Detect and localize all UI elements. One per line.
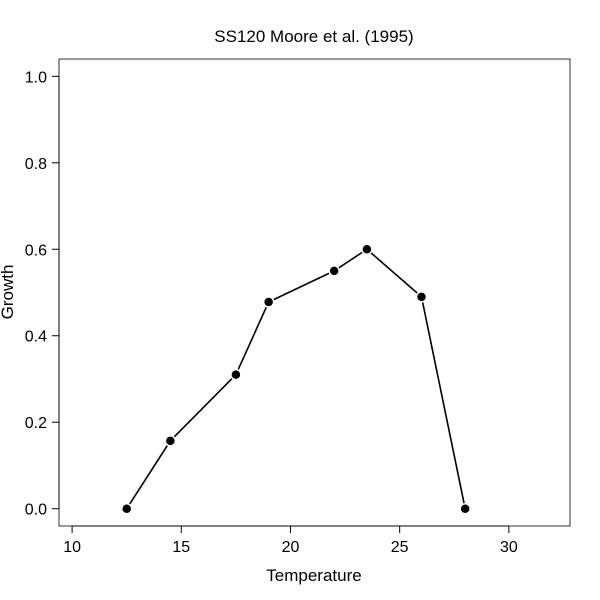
y-tick-label: 0.6 bbox=[25, 242, 47, 259]
data-point bbox=[328, 265, 340, 277]
y-axis-label: Growth bbox=[0, 265, 17, 320]
data-point bbox=[361, 243, 373, 256]
data-point bbox=[230, 368, 242, 381]
plot-area bbox=[58, 58, 571, 527]
y-tick-label: 0.4 bbox=[25, 329, 47, 346]
data-point bbox=[164, 435, 177, 447]
x-tick-label: 20 bbox=[282, 539, 300, 556]
x-tick-label: 30 bbox=[500, 539, 518, 556]
series-line bbox=[126, 248, 466, 510]
data-point bbox=[262, 296, 275, 308]
data-point bbox=[459, 502, 471, 515]
y-tick-label: 0.0 bbox=[25, 502, 47, 519]
y-tick-label: 0.2 bbox=[25, 415, 47, 432]
y-tick-label: 0.8 bbox=[25, 156, 47, 173]
chart-title: SS120 Moore et al. (1995) bbox=[214, 27, 413, 46]
y-tick-label: 1.0 bbox=[25, 69, 47, 86]
series-layer bbox=[120, 243, 471, 515]
data-point bbox=[120, 502, 133, 515]
x-axis: 10 15 20 25 30 bbox=[63, 525, 518, 556]
x-axis-label: Temperature bbox=[266, 566, 361, 585]
x-tick-label: 10 bbox=[63, 539, 81, 556]
y-axis: 0.0 0.2 0.4 0.6 0.8 1.0 bbox=[25, 69, 60, 519]
x-tick-label: 25 bbox=[391, 539, 409, 556]
x-tick-label: 15 bbox=[172, 539, 190, 556]
data-point bbox=[415, 291, 428, 303]
